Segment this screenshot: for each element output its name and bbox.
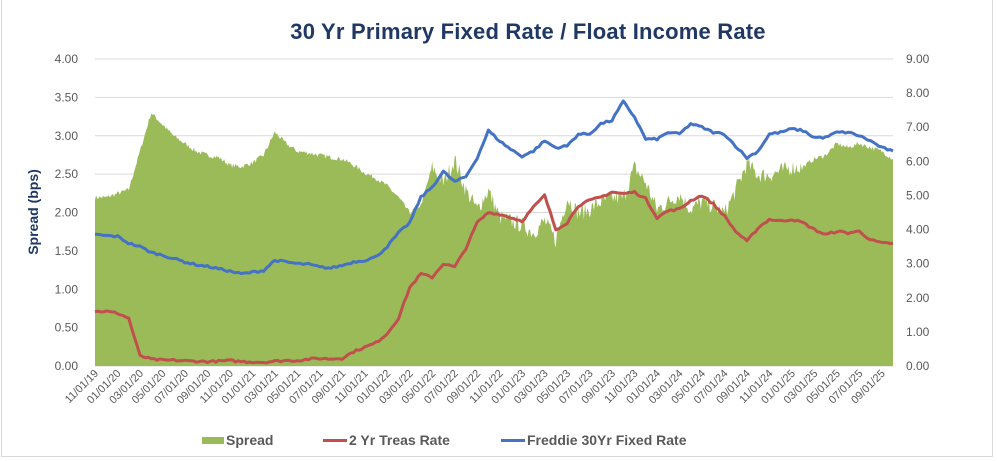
x-axis-ticks: 11/01/1901/01/2003/01/2005/01/2007/01/20… xyxy=(63,368,888,407)
series-2yr-treas-line xyxy=(94,189,894,365)
y2-tick-label: 4.00 xyxy=(906,223,930,237)
y-tick-label: 2.00 xyxy=(55,206,79,220)
y2-tick-label: 2.00 xyxy=(906,291,930,305)
rate-lines-layer xyxy=(94,99,894,365)
y-tick-label: 2.50 xyxy=(55,167,79,181)
legend-item-freddie: Freddie 30Yr Fixed Rate xyxy=(501,432,687,448)
chart-title: 30 Yr Primary Fixed Rate / Float Income … xyxy=(290,19,766,44)
y-tick-label: 3.00 xyxy=(55,129,79,143)
legend-swatch-spread xyxy=(202,436,224,444)
legend-item-treas: 2 Yr Treas Rate xyxy=(323,432,450,448)
left-axis-ticks: 0.00 0.50 1.00 1.50 2.00 2.50 3.00 3.50 4.00 xyxy=(55,52,79,373)
y2-tick-label: 9.00 xyxy=(906,52,930,66)
right-axis-ticks: 0.00 1.00 2.00 3.00 4.00 5.00 6.00 7.00 8.00 9.00 xyxy=(906,52,930,373)
y-tick-label: 1.50 xyxy=(55,244,79,258)
legend: Spread 2 Yr Treas Rate Freddie 30Yr Fixe… xyxy=(0,432,997,450)
series-spread-area xyxy=(95,113,893,366)
y-tick-label: 0.50 xyxy=(55,321,79,335)
series-freddie-30yr-line xyxy=(94,99,894,276)
legend-label-treas: 2 Yr Treas Rate xyxy=(349,432,450,448)
y-tick-label: 0.00 xyxy=(55,359,79,373)
legend-swatch-freddie xyxy=(501,438,525,442)
y2-tick-label: 6.00 xyxy=(906,154,930,168)
spread-area-layer xyxy=(95,113,893,366)
y2-tick-label: 8.00 xyxy=(906,86,930,100)
y-tick-label: 4.00 xyxy=(55,52,79,66)
legend-swatch-treas xyxy=(323,438,347,442)
y-tick-label: 1.00 xyxy=(55,282,79,296)
y2-tick-label: 7.00 xyxy=(906,120,930,134)
y2-tick-label: 1.00 xyxy=(906,325,930,339)
legend-item-spread: Spread xyxy=(202,432,273,448)
y-tick-label: 3.50 xyxy=(55,90,79,104)
y-axis-label: Spread (bps) xyxy=(25,169,41,255)
legend-label-spread: Spread xyxy=(226,432,274,448)
y2-tick-label: 0.00 xyxy=(906,359,930,373)
legend-label-freddie: Freddie 30Yr Fixed Rate xyxy=(527,432,687,448)
y2-tick-label: 3.00 xyxy=(906,257,930,271)
y2-tick-label: 5.00 xyxy=(906,188,930,202)
